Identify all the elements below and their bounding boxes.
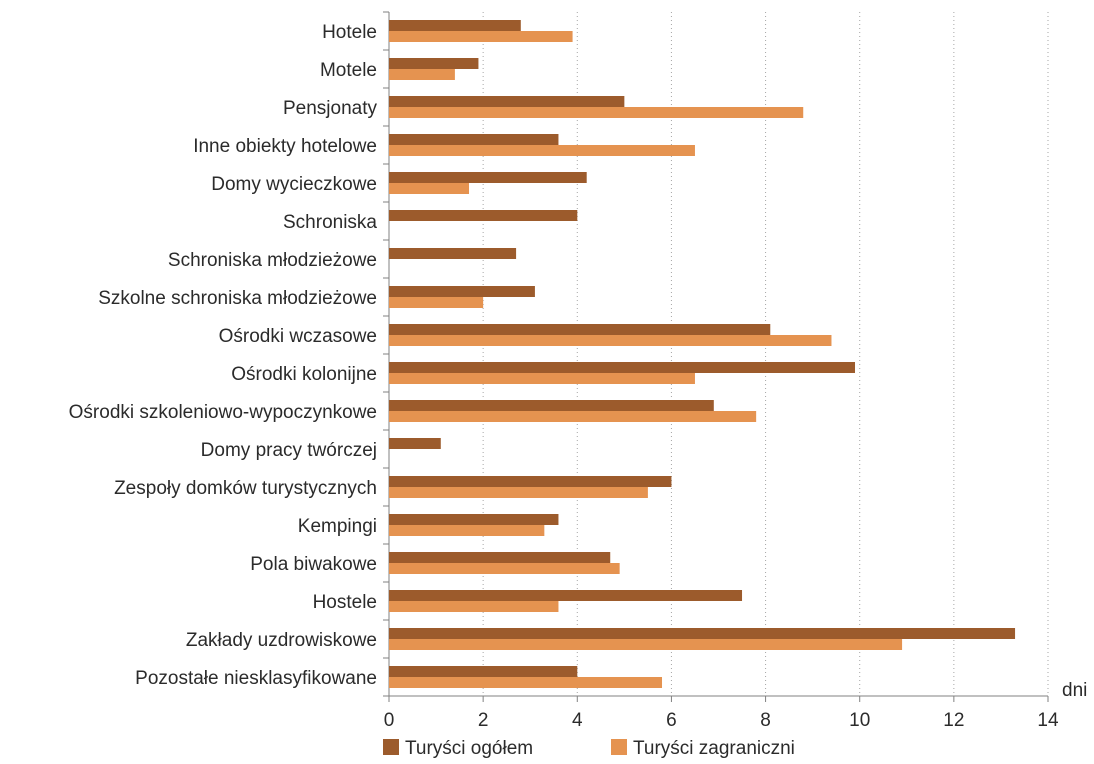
x-tick-label: 2: [478, 710, 489, 731]
bar-zagraniczni: [389, 107, 804, 118]
bar-ogolem: [389, 58, 479, 69]
bar-zagraniczni: [389, 183, 470, 194]
category-label: Hostele: [313, 592, 377, 613]
bar-zagraniczni: [389, 525, 545, 536]
x-tick-label: 12: [943, 710, 964, 731]
bar-ogolem: [389, 476, 672, 487]
bar-zagraniczni: [389, 297, 484, 308]
bar-zagraniczni: [389, 487, 648, 498]
bar-ogolem: [389, 552, 611, 563]
category-label: Hotele: [322, 22, 377, 43]
x-tick-label: 8: [760, 710, 771, 731]
bar-ogolem: [389, 438, 441, 449]
bar-zagraniczni: [389, 335, 832, 346]
category-label: Ośrodki kolonijne: [231, 364, 377, 385]
bar-zagraniczni: [389, 69, 455, 80]
bar-ogolem: [389, 324, 771, 335]
category-label: Ośrodki wczasowe: [219, 326, 377, 347]
legend-swatch: [383, 739, 399, 755]
category-label: Pensjonaty: [283, 98, 378, 119]
category-label: Domy pracy twórczej: [201, 440, 377, 461]
category-label: Domy wycieczkowe: [211, 174, 377, 195]
category-label: Zespoły domków turystycznych: [114, 478, 377, 499]
bar-zagraniczni: [389, 563, 620, 574]
bar-zagraniczni: [389, 411, 757, 422]
category-label: Szkolne schroniska młodzieżowe: [98, 288, 377, 309]
x-tick-label: 10: [849, 710, 870, 731]
legend-swatch: [611, 739, 627, 755]
category-label: Kempingi: [298, 516, 377, 537]
category-label: Inne obiekty hotelowe: [193, 136, 377, 157]
bar-zagraniczni: [389, 677, 663, 688]
bar-ogolem: [389, 628, 1016, 639]
category-label: Zakłady uzdrowiskowe: [186, 630, 377, 651]
x-tick-label: 6: [666, 710, 677, 731]
bar-ogolem: [389, 666, 578, 677]
bar-ogolem: [389, 590, 743, 601]
bar-ogolem: [389, 210, 578, 221]
bar-ogolem: [389, 20, 521, 31]
x-tick-label: 14: [1037, 710, 1059, 731]
bar-ogolem: [389, 514, 559, 525]
category-label: Schroniska: [283, 212, 377, 233]
legend-label: Turyści zagraniczni: [633, 738, 795, 759]
bar-zagraniczni: [389, 639, 903, 650]
bar-zagraniczni: [389, 601, 559, 612]
category-label: Schroniska młodzieżowe: [168, 250, 377, 271]
bar-zagraniczni: [389, 145, 695, 156]
bar-ogolem: [389, 172, 587, 183]
category-label: Motele: [320, 60, 377, 81]
x-tick-label: 4: [572, 710, 583, 731]
legend-label: Turyści ogółem: [405, 738, 533, 759]
bar-ogolem: [389, 96, 625, 107]
bar-ogolem: [389, 248, 517, 259]
x-tick-label: 0: [384, 710, 395, 731]
x-axis-unit-label: dni: [1062, 680, 1087, 701]
category-label: Pola biwakowe: [250, 554, 377, 575]
bar-zagraniczni: [389, 373, 695, 384]
category-label: Ośrodki szkoleniowo-wypoczynkowe: [69, 402, 377, 423]
bar-ogolem: [389, 400, 714, 411]
bar-ogolem: [389, 134, 559, 145]
bar-ogolem: [389, 362, 856, 373]
category-label: Pozostałe niesklasyfikowane: [135, 668, 377, 689]
bar-zagraniczni: [389, 31, 573, 42]
bar-ogolem: [389, 286, 535, 297]
